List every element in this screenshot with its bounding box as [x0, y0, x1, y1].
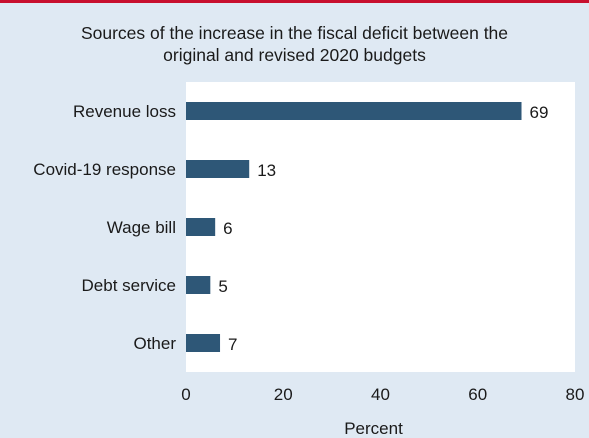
data-label: 13	[257, 161, 276, 180]
x-tick-label: 20	[274, 385, 293, 404]
bar-covid-19-response	[186, 160, 250, 178]
chart-title: Sources of the increase in the fiscal de…	[20, 22, 569, 66]
category-label: Covid-19 response	[33, 160, 176, 179]
category-label: Revenue loss	[73, 102, 176, 121]
x-tick-label: 80	[566, 385, 585, 404]
x-tick-label: 40	[371, 385, 390, 404]
category-label: Debt service	[82, 276, 176, 295]
bar-debt-service	[186, 276, 211, 294]
chart-title-line-2: original and revised 2020 budgets	[163, 45, 426, 65]
x-tick-label: 60	[468, 385, 487, 404]
x-axis-label: Percent	[344, 419, 403, 438]
data-label: 6	[223, 219, 232, 238]
plot-area	[186, 82, 575, 372]
data-label: 5	[218, 277, 227, 296]
category-label: Wage bill	[107, 218, 176, 237]
x-tick-label: 0	[181, 385, 190, 404]
bar-wage-bill	[186, 218, 216, 236]
category-label: Other	[133, 334, 176, 353]
top-rule	[0, 0, 589, 3]
bar-revenue-loss	[186, 102, 522, 120]
data-label: 7	[228, 335, 237, 354]
chart-title-line-1: Sources of the increase in the fiscal de…	[80, 23, 509, 43]
data-label: 69	[530, 103, 549, 122]
bar-other	[186, 334, 221, 352]
